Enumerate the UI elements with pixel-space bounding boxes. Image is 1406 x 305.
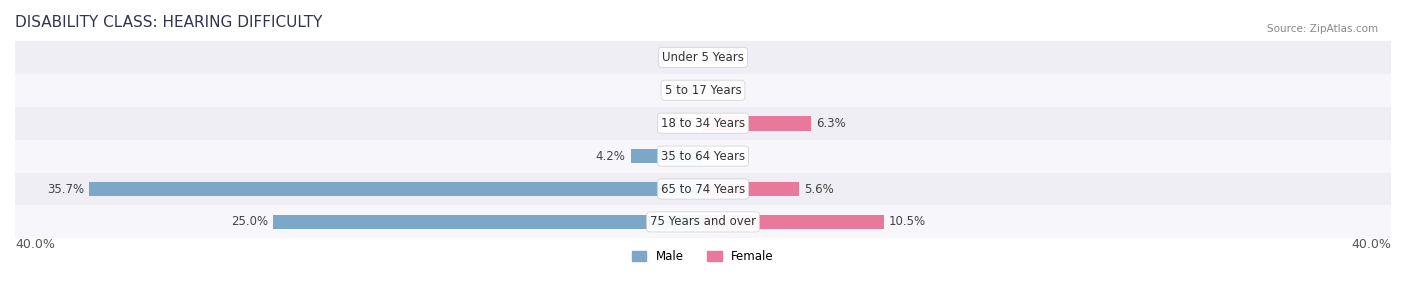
- Legend: Male, Female: Male, Female: [627, 246, 779, 268]
- Bar: [15, 74, 1391, 107]
- Bar: [15, 140, 1391, 173]
- Text: 35.7%: 35.7%: [46, 182, 84, 196]
- Text: 5 to 17 Years: 5 to 17 Years: [665, 84, 741, 97]
- Bar: [631, 149, 703, 163]
- Text: 18 to 34 Years: 18 to 34 Years: [661, 117, 745, 130]
- Text: 0.0%: 0.0%: [709, 51, 738, 64]
- Text: Source: ZipAtlas.com: Source: ZipAtlas.com: [1267, 24, 1378, 34]
- Text: 6.3%: 6.3%: [817, 117, 846, 130]
- Bar: [703, 214, 883, 229]
- Text: 65 to 74 Years: 65 to 74 Years: [661, 182, 745, 196]
- Bar: [15, 206, 1391, 239]
- Bar: [703, 116, 811, 131]
- Bar: [15, 173, 1391, 206]
- Text: DISABILITY CLASS: HEARING DIFFICULTY: DISABILITY CLASS: HEARING DIFFICULTY: [15, 15, 322, 30]
- Text: 0.0%: 0.0%: [668, 84, 697, 97]
- Text: 0.0%: 0.0%: [709, 84, 738, 97]
- Bar: [15, 107, 1391, 140]
- Bar: [15, 41, 1391, 74]
- Bar: [89, 181, 703, 196]
- Text: 35 to 64 Years: 35 to 64 Years: [661, 149, 745, 163]
- Text: 25.0%: 25.0%: [231, 215, 267, 228]
- Text: 0.0%: 0.0%: [668, 117, 697, 130]
- Text: Under 5 Years: Under 5 Years: [662, 51, 744, 64]
- Text: 4.2%: 4.2%: [596, 149, 626, 163]
- Text: 5.6%: 5.6%: [804, 182, 834, 196]
- Text: 0.0%: 0.0%: [709, 149, 738, 163]
- Bar: [703, 181, 800, 196]
- Text: 10.5%: 10.5%: [889, 215, 927, 228]
- Text: 75 Years and over: 75 Years and over: [650, 215, 756, 228]
- Text: 0.0%: 0.0%: [668, 51, 697, 64]
- Bar: [273, 214, 703, 229]
- Text: 40.0%: 40.0%: [1351, 239, 1391, 251]
- Text: 40.0%: 40.0%: [15, 239, 55, 251]
